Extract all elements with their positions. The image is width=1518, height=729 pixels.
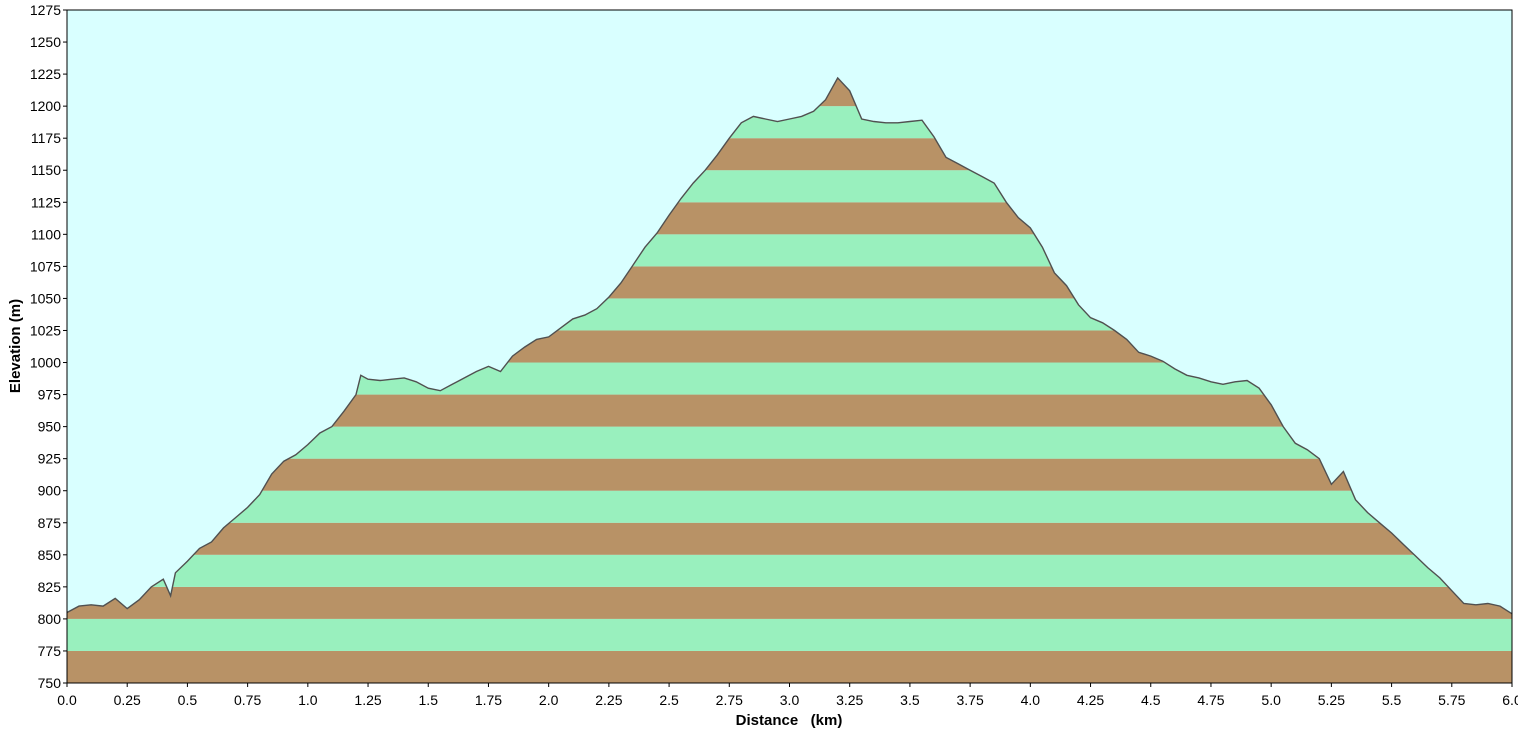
- y-tick-label: 1275: [30, 2, 61, 18]
- x-tick-label: 4.5: [1141, 692, 1161, 708]
- x-tick-label: 4.25: [1077, 692, 1104, 708]
- y-tick-label: 775: [38, 643, 62, 659]
- y-tick-label: 875: [38, 515, 62, 531]
- y-tick-label: 975: [38, 387, 62, 403]
- elevation-band: [67, 650, 1512, 683]
- x-tick-label: 1.75: [475, 692, 502, 708]
- x-tick-label: 1.0: [298, 692, 318, 708]
- x-tick-label: 2.25: [595, 692, 622, 708]
- x-tick-label: 4.0: [1021, 692, 1041, 708]
- y-tick-label: 825: [38, 579, 62, 595]
- y-tick-label: 1050: [30, 290, 61, 306]
- y-tick-label: 1150: [31, 162, 61, 178]
- elevation-band: [67, 458, 1512, 491]
- y-tick-label: 850: [38, 547, 62, 563]
- x-tick-label: 5.75: [1438, 692, 1465, 708]
- x-tick-label: 6.0: [1502, 692, 1518, 708]
- x-tick-label: 0.25: [114, 692, 141, 708]
- elevation-profile-line: [66, 76, 1513, 615]
- y-tick-label: 1200: [30, 98, 61, 114]
- x-tick-label: 3.5: [900, 692, 920, 708]
- x-tick-label: 0.5: [178, 692, 198, 708]
- x-tick-label: 2.0: [539, 692, 559, 708]
- x-tick-label: 2.75: [716, 692, 743, 708]
- elevation-band: [67, 522, 1512, 555]
- x-tick-label: 1.5: [419, 692, 439, 708]
- x-axis-title: Distance (km): [736, 712, 843, 729]
- y-tick-label: 1125: [31, 194, 61, 210]
- y-tick-label: 1250: [30, 34, 61, 50]
- y-tick-label: 750: [38, 675, 62, 691]
- x-tick-label: 1.25: [354, 692, 381, 708]
- y-tick-label: 900: [38, 483, 62, 499]
- y-tick-label: 800: [38, 611, 62, 627]
- y-tick-label: 1000: [30, 355, 61, 371]
- y-tick-label: 950: [38, 419, 62, 435]
- x-tick-label: 5.5: [1382, 692, 1402, 708]
- x-tick-label: 3.25: [836, 692, 863, 708]
- x-tick-label: 0.0: [57, 692, 77, 708]
- y-tick-label: 925: [38, 451, 62, 467]
- y-tick-label: 1025: [30, 322, 61, 338]
- y-tick-label: 1100: [31, 226, 61, 242]
- x-tick-label: 3.0: [780, 692, 800, 708]
- x-tick-label: 4.75: [1197, 692, 1224, 708]
- x-axis: 0.0 0.25 0.5 0.75 1.0 1.25 1.5 1.75 2.0 2.25 2.5 2.…: [57, 683, 1518, 708]
- x-tick-label: 2.5: [659, 692, 679, 708]
- y-axis-title: Elevation (m): [7, 299, 24, 393]
- y-axis: 750 775 800 825 850 875 900 925 950 975 1000 1025 10…: [30, 2, 67, 691]
- x-tick-label: 5.25: [1318, 692, 1345, 708]
- elevation-band: [67, 586, 1512, 619]
- elevation-band: [67, 618, 1512, 651]
- elevation-band: [67, 490, 1512, 523]
- y-tick-label: 1225: [30, 66, 61, 82]
- x-tick-label: 0.75: [234, 692, 261, 708]
- elevation-band: [67, 554, 1512, 587]
- x-tick-label: 5.0: [1261, 692, 1281, 708]
- x-tick-label: 3.75: [957, 692, 984, 708]
- y-tick-label: 1075: [30, 258, 61, 274]
- y-tick-label: 1175: [31, 130, 61, 146]
